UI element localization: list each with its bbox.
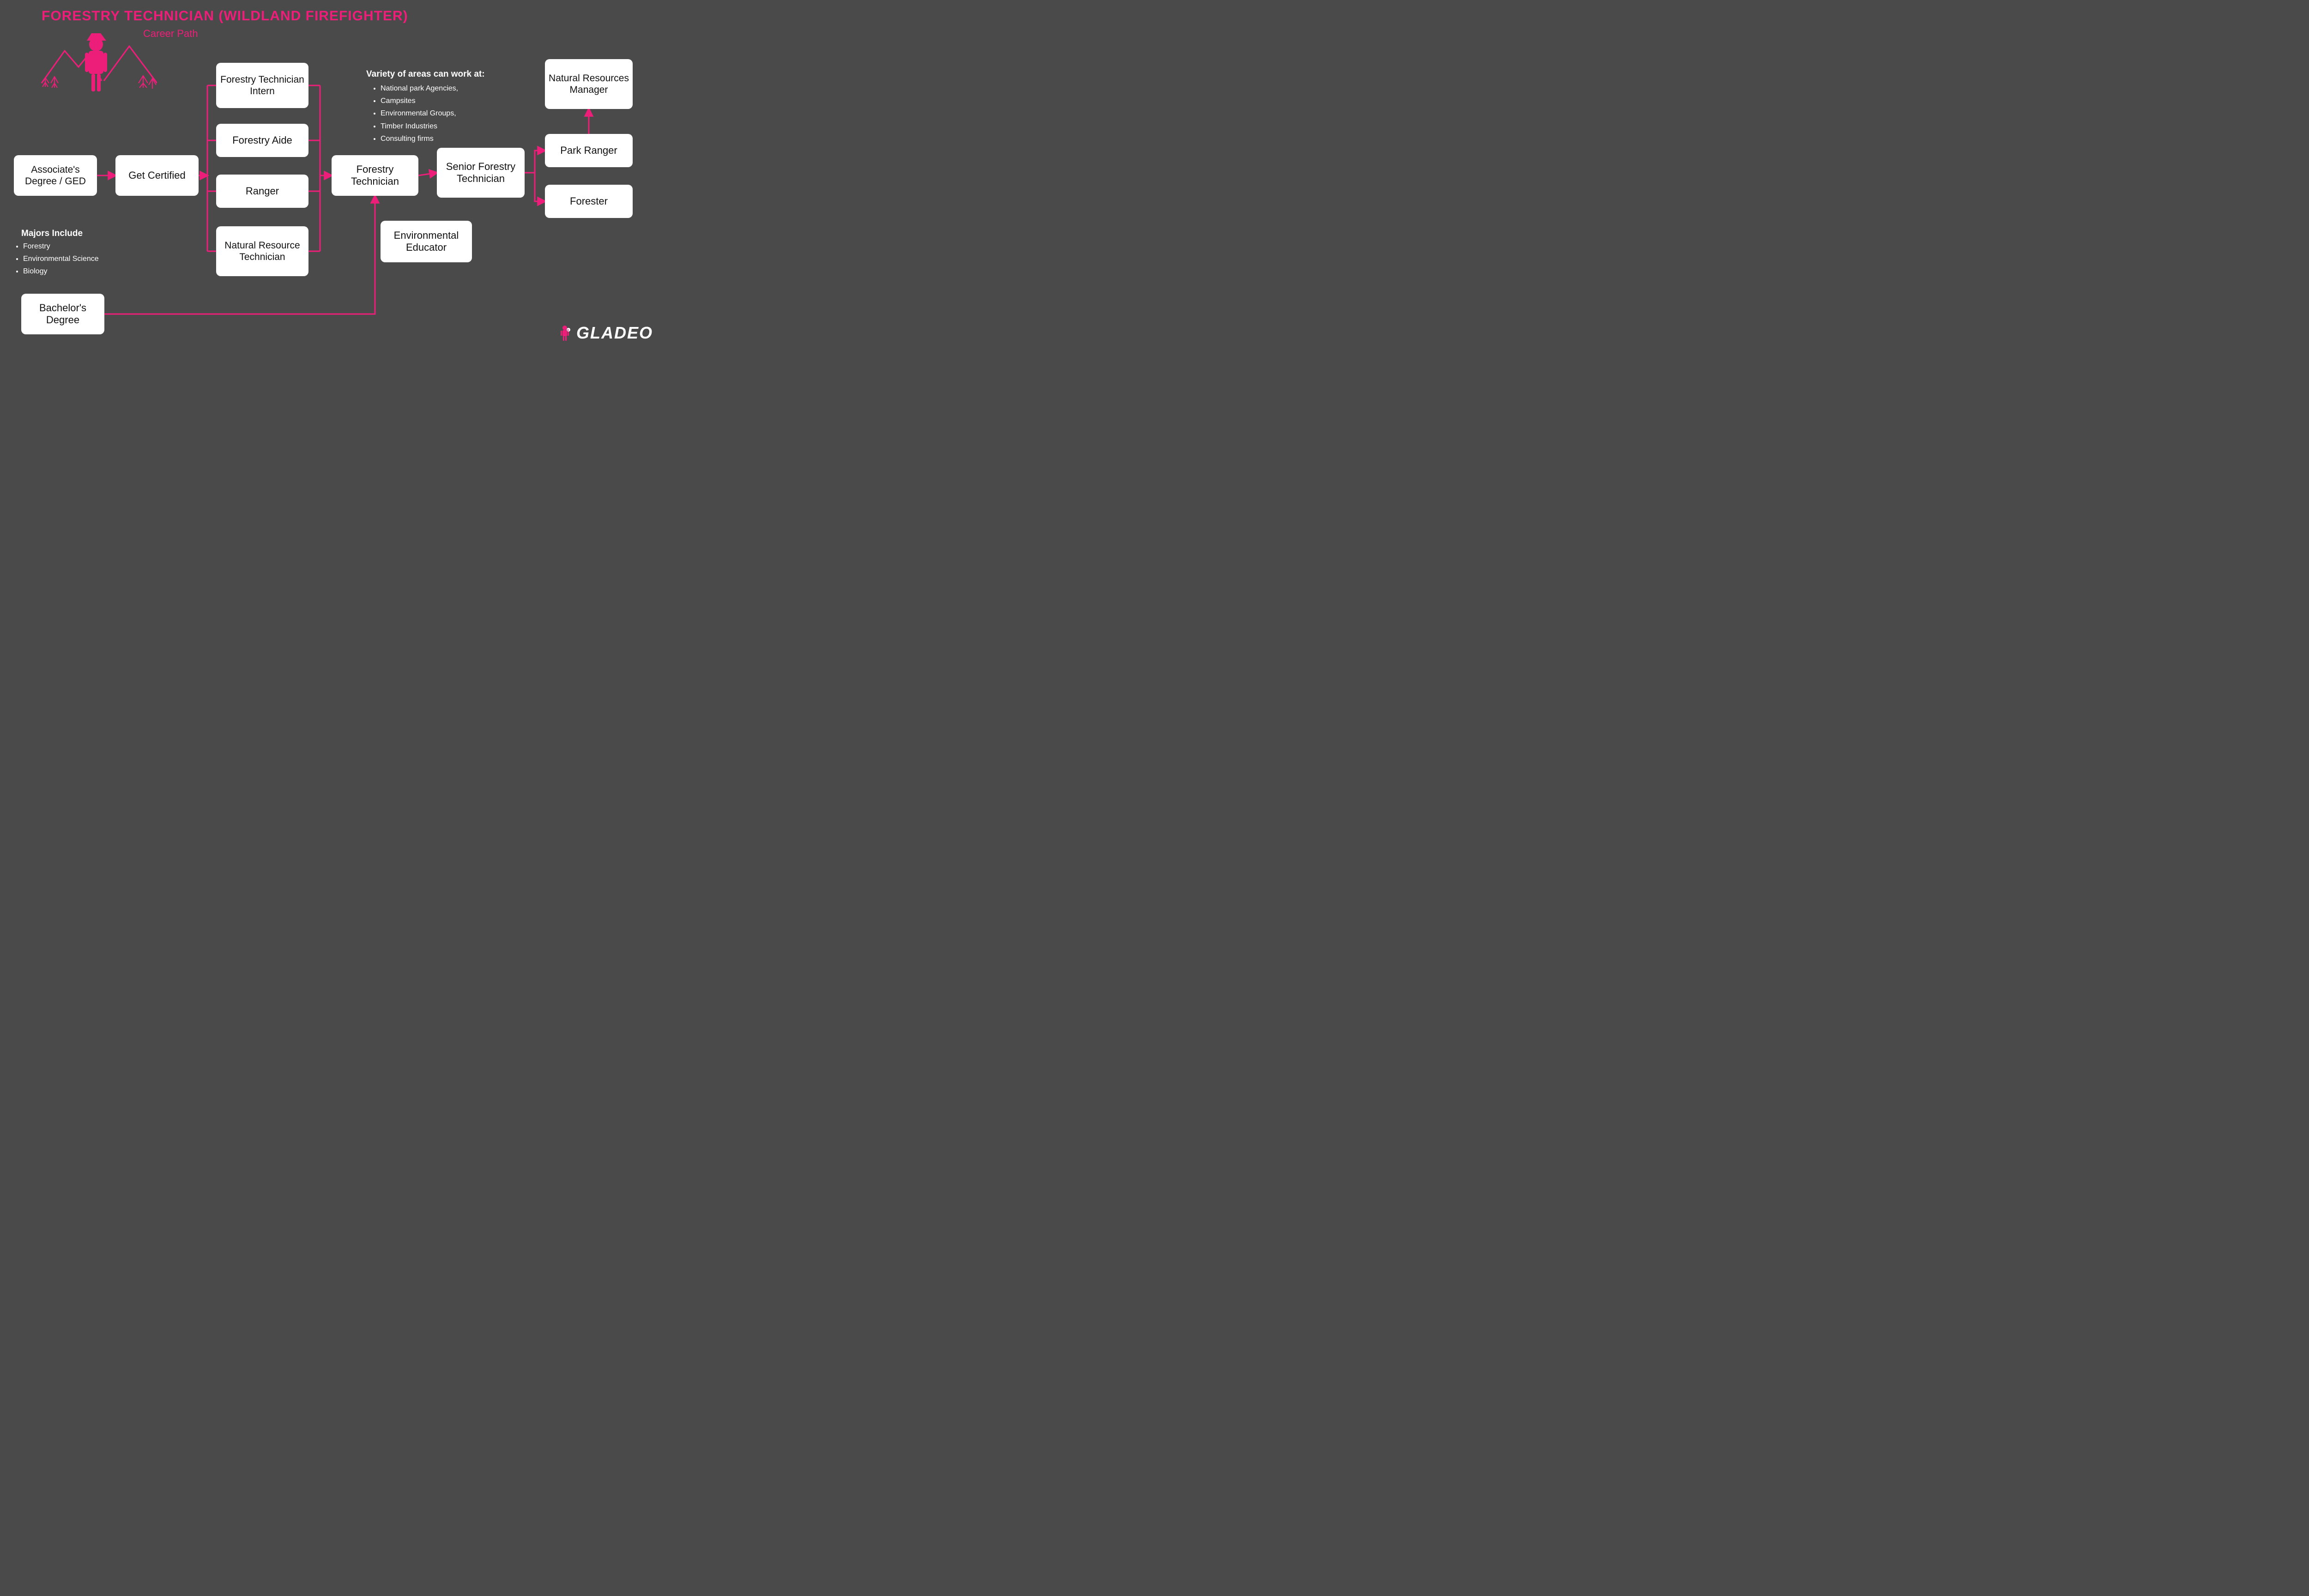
workareas-list-item: Consulting firms <box>381 133 458 145</box>
node-senior: Senior Forestry Technician <box>437 148 525 198</box>
workareas-list-item: Campsites <box>381 95 458 107</box>
node-aide: Forestry Aide <box>216 124 308 157</box>
majors-heading: Majors Include <box>21 229 83 239</box>
majors-list-item: Biology <box>23 265 99 278</box>
node-cert: Get Certified <box>115 155 199 196</box>
node-ftech: Forestry Technician <box>332 155 418 196</box>
node-bach: Bachelor's Degree <box>21 294 104 334</box>
brand-icon: G <box>558 325 572 341</box>
majors-list: ForestryEnvironmental ScienceBiology <box>13 240 99 278</box>
workareas-list-item: National park Agencies, <box>381 82 458 95</box>
node-assoc: Associate's Degree / GED <box>14 155 97 196</box>
node-pranger: Park Ranger <box>545 134 633 167</box>
workareas-list: National park Agencies,CampsitesEnvironm… <box>370 82 458 145</box>
workareas-list-item: Timber Industries <box>381 120 458 133</box>
majors-list-item: Forestry <box>23 240 99 253</box>
node-nrt: Natural Resource Technician <box>216 226 308 276</box>
ranger-mountains-icon <box>37 28 157 102</box>
workareas-list-item: Environmental Groups, <box>381 107 458 120</box>
workareas-heading: Variety of areas can work at: <box>366 69 485 79</box>
node-forester: Forester <box>545 185 633 218</box>
brand-logo: G GLADEO <box>558 323 653 343</box>
subtitle: Career Path <box>143 28 198 40</box>
svg-text:G: G <box>567 329 570 332</box>
node-ranger: Ranger <box>216 175 308 208</box>
node-nrm: Natural Resources Manager <box>545 59 633 109</box>
node-intern: Forestry Technician Intern <box>216 63 308 108</box>
node-enved: Environmental Educator <box>381 221 472 262</box>
majors-list-item: Environmental Science <box>23 253 99 265</box>
page-title: FORESTRY TECHNICIAN (WILDLAND FIREFIGHTE… <box>42 8 408 24</box>
brand-text: GLADEO <box>576 323 653 343</box>
career-path-diagram: FORESTRY TECHNICIAN (WILDLAND FIREFIGHTE… <box>0 0 709 355</box>
